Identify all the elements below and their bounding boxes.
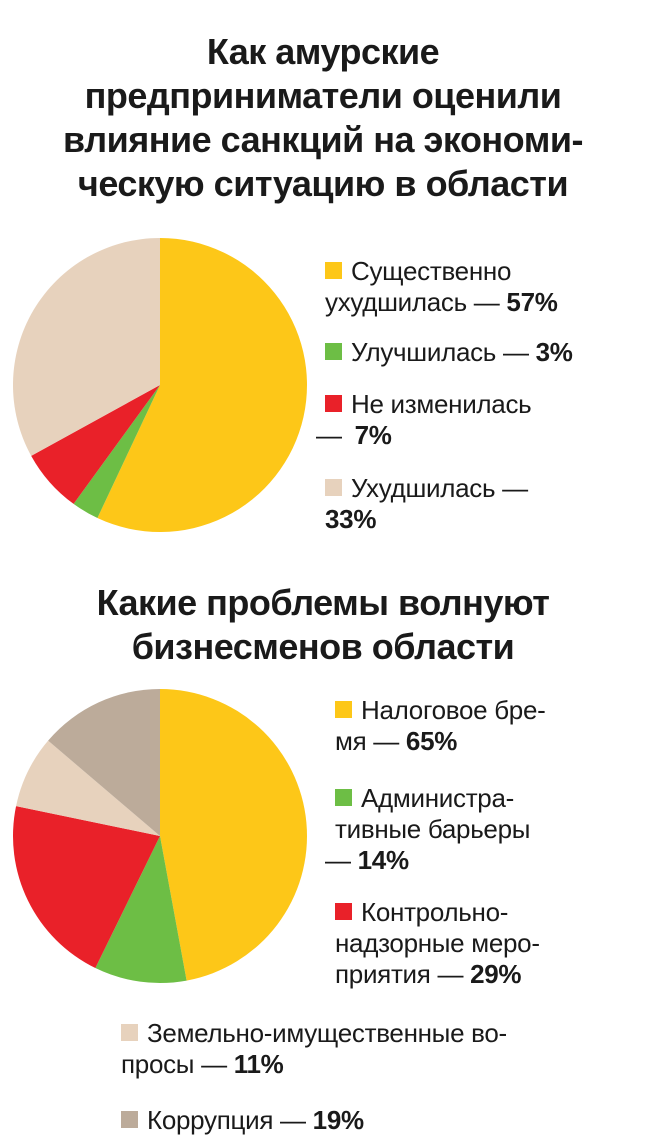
legend-label: —: [325, 845, 358, 875]
legend-label: Коррупция —: [147, 1105, 313, 1135]
legend-value: 7%: [354, 420, 392, 450]
legend-label: Земельно-имущественные во-: [147, 1018, 507, 1048]
chart2-pie-slice-1: [95, 836, 187, 983]
legend-label: Ухудшилась —: [351, 473, 528, 503]
chart1-title: Как амурские предприниматели оценили вли…: [0, 30, 646, 206]
chart2-pie-slice-4: [48, 689, 161, 836]
legend-swatch: [325, 479, 342, 496]
chart1-legend-item: Существенно ухудшилась — 57%: [325, 256, 558, 318]
legend-value: 11%: [233, 1049, 284, 1079]
legend-swatch: [121, 1024, 138, 1041]
legend-value: 65%: [405, 726, 458, 756]
legend-label: Улучшилась —: [351, 337, 536, 367]
chart1-title-line: влияние санкций на экономи-: [63, 119, 583, 160]
chart2-legend-item: Земельно-имущественные во- просы — 11%: [121, 1018, 507, 1080]
chart2-pie-slice-0: [160, 689, 307, 981]
legend-line: приятия — 29%: [335, 959, 540, 990]
legend-swatch: [335, 789, 352, 806]
chart1-pie-slice-1: [73, 385, 160, 519]
legend-line: Улучшилась — 3%: [325, 337, 573, 368]
chart1-legend-item: Улучшилась — 3%: [325, 337, 573, 368]
chart2-legend-item: Контрольно- надзорные меро- приятия — 29…: [335, 897, 540, 990]
legend-value: 3%: [535, 337, 573, 367]
legend-line: Не изменилась: [316, 389, 532, 420]
legend-line: — 14%: [325, 845, 530, 876]
chart2-pie-slice-3: [16, 740, 160, 836]
legend-label: ухудшилась —: [325, 287, 507, 317]
legend-label: —: [316, 420, 349, 450]
chart2-legend-item: Налоговое бре- мя — 65%: [335, 695, 546, 757]
legend-swatch: [335, 903, 352, 920]
legend-line: Ухудшилась —: [325, 473, 528, 504]
legend-swatch: [325, 262, 342, 279]
legend-label: Контрольно-: [361, 897, 509, 927]
legend-value: 19%: [312, 1105, 364, 1135]
chart2-legend-item: Администра- тивные барьеры — 14%: [325, 783, 530, 876]
chart2-pie: [12, 689, 307, 983]
legend-label: Существенно: [351, 256, 512, 286]
legend-line: ухудшилась — 57%: [325, 287, 558, 318]
chart1-legend-item: Не изменилась — 7%: [316, 389, 532, 451]
legend-label: Налоговое бре-: [361, 695, 546, 725]
chart1-pie-slice-2: [31, 385, 160, 504]
legend-line: Земельно-имущественные во-: [121, 1018, 507, 1049]
legend-line: Налоговое бре-: [335, 695, 546, 726]
legend-label: тивные барьеры: [335, 814, 531, 844]
legend-line: Существенно: [325, 256, 558, 287]
chart1-title-line: ческую ситуацию в области: [77, 163, 569, 204]
legend-value: 29%: [470, 959, 522, 989]
legend-label: Администра-: [361, 783, 514, 813]
legend-value: 14%: [357, 845, 409, 875]
legend-value: 33%: [325, 504, 377, 534]
chart1-legend-item: Ухудшилась — 33%: [325, 473, 528, 535]
legend-swatch: [325, 395, 342, 412]
chart1-title-line: предприниматели оценили: [84, 75, 562, 116]
chart2-legend-item: Коррупция — 19%: [121, 1105, 364, 1136]
legend-label: приятия —: [335, 959, 471, 989]
legend-line: — 7%: [316, 420, 531, 451]
legend-line: Контрольно-: [335, 897, 540, 928]
legend-value: 57%: [506, 287, 558, 317]
legend-label: Не изменилась: [351, 389, 532, 419]
legend-line: Коррупция — 19%: [121, 1105, 364, 1136]
chart2-title-line: Какие проблемы волнуют: [96, 582, 550, 623]
chart2-pie-slice-2: [12, 806, 160, 969]
legend-line: мя — 65%: [335, 726, 545, 757]
legend-label: мя —: [335, 726, 406, 756]
legend-swatch: [335, 701, 352, 718]
chart1-title-line: Как амурские: [206, 31, 440, 72]
legend-swatch: [325, 343, 342, 360]
legend-label: надзорные меро-: [335, 928, 540, 958]
chart1-pie-slice-0: [97, 238, 307, 532]
legend-swatch: [121, 1111, 138, 1128]
legend-line: надзорные меро-: [335, 928, 540, 959]
chart1-pie: [13, 238, 307, 532]
chart1-pie-slice-3: [13, 238, 161, 456]
legend-line: просы — 11%: [121, 1049, 507, 1080]
chart2-title-line: бизнесменов области: [131, 626, 515, 667]
legend-label: просы —: [121, 1049, 234, 1079]
legend-line: тивные барьеры: [325, 814, 530, 845]
legend-line: Администра-: [325, 783, 530, 814]
chart2-title: Какие проблемы волнуют бизнесменов облас…: [0, 581, 646, 669]
legend-line: 33%: [325, 504, 528, 535]
